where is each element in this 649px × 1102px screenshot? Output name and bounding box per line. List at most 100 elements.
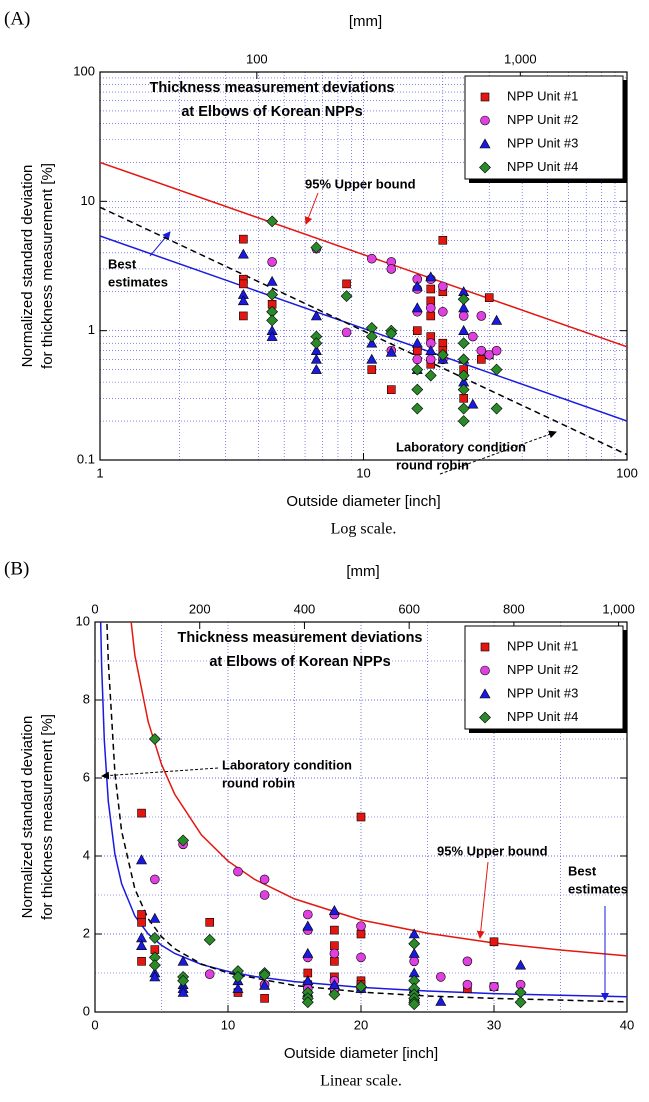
point	[425, 271, 437, 282]
chart-title: Thickness measurement deviations	[178, 630, 423, 646]
legend-label: NPP Unit #1	[507, 638, 578, 653]
y-tick-label: 0	[83, 1003, 90, 1018]
point	[301, 996, 314, 1009]
point	[340, 290, 353, 303]
fit-label: Laboratory condition	[222, 757, 352, 772]
point	[237, 248, 249, 259]
fit-label: Laboratory condition	[396, 439, 526, 454]
point	[489, 937, 499, 947]
point	[258, 969, 271, 981]
point	[514, 996, 527, 1009]
point	[425, 345, 437, 356]
point	[426, 311, 436, 321]
panel-label: (A)	[4, 8, 30, 29]
point	[412, 354, 423, 365]
point	[302, 975, 314, 986]
y-axis-label: for thickness measurement [%]	[39, 714, 56, 920]
point	[490, 402, 503, 415]
legend-label: NPP Unit #2	[507, 112, 578, 127]
x-axis-label: Outside diameter [inch]	[286, 493, 440, 510]
point	[457, 293, 470, 306]
x-tick-label: 30	[487, 1017, 501, 1032]
legend-marker	[480, 92, 490, 102]
x-tick-label: 1	[96, 465, 103, 480]
x2-tick-label: 0	[91, 601, 98, 616]
chart-title: at Elbows of Korean NPPs	[181, 104, 362, 120]
point	[366, 337, 378, 348]
fit-line	[100, 206, 627, 456]
point	[310, 310, 322, 321]
point	[408, 937, 421, 950]
point	[491, 345, 502, 356]
point	[150, 874, 160, 885]
point	[266, 330, 278, 341]
point	[239, 234, 248, 244]
point	[203, 933, 216, 946]
y-tick-label: 0.1	[77, 451, 95, 466]
y-tick-label: 100	[73, 63, 95, 78]
point	[302, 920, 314, 931]
point	[462, 979, 473, 990]
point	[435, 972, 446, 982]
fit-label: round robin	[222, 775, 295, 790]
point	[425, 303, 436, 313]
point	[356, 921, 366, 932]
point	[457, 402, 470, 415]
point	[266, 288, 279, 301]
y-tick-label: 2	[83, 925, 90, 940]
point	[239, 311, 248, 321]
point	[149, 912, 161, 923]
x2-tick-label: 400	[294, 601, 316, 616]
annotation-arrow	[101, 767, 219, 780]
point	[457, 415, 470, 427]
point	[411, 402, 424, 415]
point	[424, 369, 437, 382]
legend-marker	[480, 642, 490, 652]
y-axis-label: Normalized standard deviation	[19, 716, 36, 919]
point	[260, 994, 269, 1003]
legend-label: NPP Unit #4	[507, 159, 578, 174]
x-tick-label: 10	[221, 1017, 235, 1032]
legend-marker	[480, 115, 490, 126]
point	[409, 956, 420, 967]
point	[177, 974, 190, 987]
point	[411, 302, 423, 313]
point	[148, 931, 161, 944]
point	[136, 940, 148, 951]
legend-box	[464, 625, 624, 730]
point	[137, 917, 146, 927]
annotation-arrow	[304, 192, 319, 225]
fit-line	[99, 622, 627, 998]
point	[457, 353, 470, 366]
point	[328, 988, 341, 1001]
legend-label: NPP Unit #1	[507, 88, 578, 103]
point	[438, 338, 448, 348]
point	[341, 327, 352, 338]
point	[356, 812, 366, 822]
y-tick-label: 10	[76, 613, 90, 628]
point	[366, 253, 377, 264]
caption: Linear scale.	[320, 1073, 402, 1090]
chart-title: Thickness measurement deviations	[150, 80, 395, 96]
point	[458, 302, 470, 313]
point	[458, 311, 469, 321]
x2-axis-label: [mm]	[349, 13, 382, 30]
y-tick-label: 1	[88, 322, 95, 337]
caption: Log scale.	[331, 521, 397, 538]
point	[435, 995, 447, 1006]
legend-box	[464, 75, 624, 180]
legend-label: NPP Unit #3	[507, 685, 578, 700]
y-tick-label: 6	[83, 769, 90, 784]
point	[148, 959, 161, 972]
point	[387, 385, 396, 394]
point	[408, 998, 421, 1011]
legend-label: NPP Unit #4	[507, 709, 578, 724]
point	[367, 365, 377, 374]
panel-label: (B)	[4, 558, 29, 579]
point	[425, 354, 436, 365]
point	[468, 331, 478, 342]
point	[267, 257, 277, 267]
fit-line	[100, 235, 627, 422]
x-tick-label: 100	[616, 465, 638, 480]
